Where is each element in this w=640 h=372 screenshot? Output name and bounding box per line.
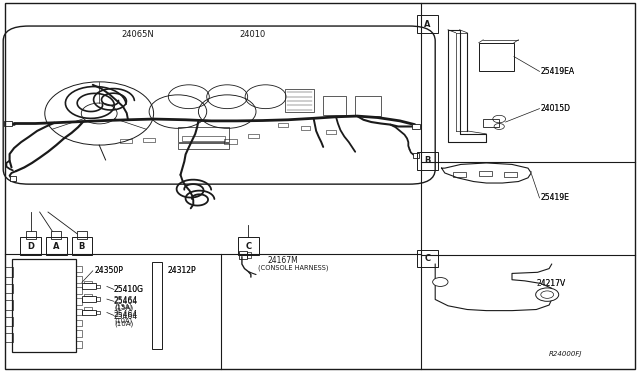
Bar: [178, 127, 229, 142]
Text: 24217V: 24217V: [536, 279, 566, 288]
Bar: [84, 307, 92, 310]
Bar: [248, 134, 259, 138]
Bar: [301, 126, 310, 130]
Text: R24000FJ: R24000FJ: [549, 351, 582, 357]
Bar: [483, 119, 499, 127]
Bar: [504, 172, 517, 177]
Bar: [76, 276, 82, 283]
Bar: [26, 231, 36, 239]
Text: 25419E: 25419E: [541, 193, 570, 202]
Text: C: C: [424, 254, 431, 263]
Text: (15A): (15A): [114, 304, 133, 311]
Text: 24350P: 24350P: [95, 266, 124, 275]
Bar: [82, 283, 96, 289]
Text: 24312P: 24312P: [168, 266, 196, 275]
Bar: [51, 231, 61, 239]
Bar: [76, 309, 82, 315]
Text: 24065N: 24065N: [121, 30, 154, 39]
Bar: [247, 252, 251, 258]
Text: 24217V: 24217V: [536, 279, 566, 288]
Bar: [152, 262, 162, 349]
Text: 24015D: 24015D: [541, 104, 571, 113]
Bar: [82, 310, 96, 315]
Bar: [224, 139, 237, 144]
Text: A: A: [424, 20, 431, 29]
Text: A: A: [53, 242, 60, 251]
Bar: [355, 96, 381, 116]
Text: (CONSOLE HARNESS): (CONSOLE HARNESS): [258, 264, 328, 271]
Text: 24167M: 24167M: [268, 256, 298, 265]
Polygon shape: [435, 264, 552, 311]
Bar: [278, 123, 288, 127]
Bar: [76, 330, 82, 337]
Bar: [417, 152, 438, 170]
Bar: [76, 298, 82, 305]
Bar: [453, 172, 466, 177]
Bar: [178, 143, 229, 149]
Bar: [326, 130, 336, 134]
Bar: [5, 317, 13, 326]
Bar: [76, 266, 82, 272]
Text: 25464: 25464: [114, 297, 138, 306]
Bar: [77, 231, 87, 239]
Text: 24015D: 24015D: [541, 104, 571, 113]
Text: 25464: 25464: [114, 296, 138, 305]
Bar: [5, 267, 13, 277]
Bar: [4, 121, 12, 126]
Bar: [96, 285, 100, 288]
Bar: [10, 176, 16, 181]
Text: 24312P: 24312P: [168, 266, 196, 275]
Bar: [5, 300, 13, 310]
Bar: [417, 250, 438, 267]
Bar: [46, 237, 67, 255]
Bar: [120, 139, 132, 143]
Bar: [182, 136, 225, 141]
Bar: [84, 281, 92, 283]
Text: (10A): (10A): [114, 320, 133, 327]
Bar: [72, 237, 92, 255]
Bar: [84, 294, 92, 296]
Bar: [12, 259, 76, 352]
Text: B: B: [424, 156, 431, 165]
Text: 25410G: 25410G: [114, 285, 144, 294]
Text: 25464: 25464: [114, 310, 138, 319]
Bar: [76, 320, 82, 326]
Text: (15A): (15A): [114, 304, 132, 310]
Bar: [413, 153, 419, 158]
Text: C: C: [245, 242, 252, 251]
Bar: [143, 138, 155, 142]
Bar: [76, 287, 82, 294]
Polygon shape: [442, 163, 531, 183]
Text: 24010: 24010: [239, 30, 266, 39]
Text: 24350P: 24350P: [95, 266, 124, 275]
Bar: [96, 311, 100, 314]
Bar: [238, 237, 259, 255]
Bar: [285, 89, 314, 112]
Bar: [5, 333, 13, 342]
Text: B: B: [79, 242, 85, 251]
Text: 25410G: 25410G: [114, 285, 144, 294]
Bar: [20, 237, 41, 255]
Bar: [239, 251, 247, 259]
Text: 25419EA: 25419EA: [541, 67, 575, 76]
Bar: [82, 296, 96, 302]
Bar: [76, 341, 82, 348]
Text: 25464: 25464: [114, 312, 138, 321]
Text: 25419E: 25419E: [541, 193, 570, 202]
Text: (10A): (10A): [114, 317, 132, 324]
Bar: [96, 297, 100, 301]
Text: 25419EA: 25419EA: [541, 67, 575, 76]
Circle shape: [433, 278, 448, 286]
Bar: [412, 124, 420, 129]
Circle shape: [536, 288, 559, 301]
Text: D: D: [28, 242, 34, 251]
Bar: [479, 43, 514, 71]
Bar: [479, 171, 492, 176]
Bar: [5, 284, 13, 293]
Bar: [323, 96, 346, 115]
Bar: [417, 15, 438, 33]
